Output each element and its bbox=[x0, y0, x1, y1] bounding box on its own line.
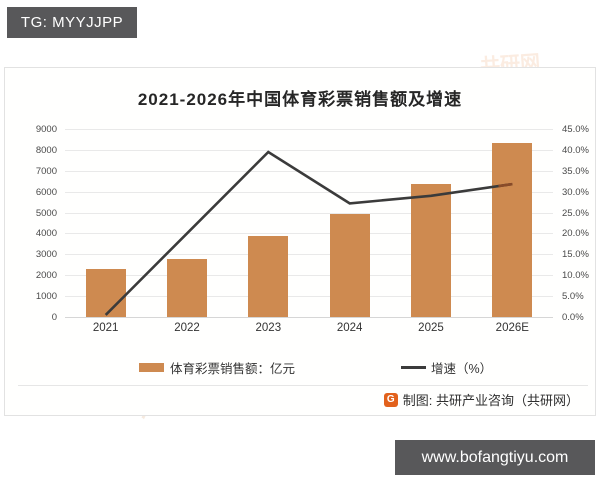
chart-panel: 2021-2026年中国体育彩票销售额及增速 9000 8000 7000 6000 5… bbox=[4, 67, 596, 416]
footer-separator bbox=[18, 385, 588, 386]
legend-bar-label: 体育彩票销售额：亿元 bbox=[170, 362, 296, 376]
credit-footer: G 制图: 共研产业咨询（共研网） bbox=[383, 390, 579, 409]
left-axis-tick: 6000 bbox=[35, 186, 57, 198]
left-axis-tick: 8000 bbox=[35, 144, 57, 156]
x-axis-label-2021: 2021 bbox=[92, 322, 119, 334]
gridline bbox=[65, 149, 553, 151]
bar-2023 bbox=[248, 236, 289, 317]
left-axis-tick: 5000 bbox=[35, 207, 57, 219]
x-axis-label-2022: 2022 bbox=[174, 322, 200, 334]
legend-line-label: 增速（%） bbox=[431, 362, 493, 376]
right-axis-tick: 35.0% bbox=[562, 165, 589, 177]
telegram-badge-text: TG: MYYJJPP bbox=[20, 14, 124, 31]
left-axis-tick: 2000 bbox=[35, 270, 57, 282]
website-badge: www.bofangtiyu.com bbox=[395, 440, 595, 475]
growth-line-tip bbox=[498, 182, 513, 188]
legend-line-swatch bbox=[401, 366, 426, 369]
left-axis-tick: 0 bbox=[51, 312, 57, 323]
x-axis-label-2025: 2025 bbox=[418, 322, 444, 334]
x-axis-line bbox=[65, 317, 553, 318]
credit-text: 制图: 共研产业咨询（共研网） bbox=[402, 393, 579, 408]
left-axis-tick: 9000 bbox=[35, 124, 57, 135]
left-axis-tick: 4000 bbox=[35, 228, 57, 240]
right-axis-tick: 5.0% bbox=[562, 291, 584, 303]
growth-line-path bbox=[104, 150, 513, 316]
right-axis-tick: 40.0% bbox=[562, 144, 589, 156]
gongyan-logo-icon: G bbox=[383, 392, 398, 407]
gridline bbox=[65, 275, 553, 277]
left-axis-tick: 3000 bbox=[35, 249, 57, 261]
growth-line bbox=[104, 150, 513, 316]
website-badge-text: www.bofangtiyu.com bbox=[421, 448, 569, 466]
x-axis-label-2023: 2023 bbox=[255, 322, 282, 334]
legend-bar-swatch bbox=[139, 363, 164, 372]
legend-bar-item: 体育彩票销售额：亿元 bbox=[139, 358, 295, 377]
gridline bbox=[65, 296, 553, 298]
right-axis-tick: 30.0% bbox=[562, 186, 589, 198]
chart-title: 2021-2026年中国体育彩票销售额及增速 bbox=[137, 90, 463, 109]
gridline bbox=[65, 233, 553, 235]
gridline bbox=[65, 170, 553, 172]
bar-2024 bbox=[329, 214, 370, 317]
right-axis-tick: 25.0% bbox=[562, 207, 589, 219]
bar-2021 bbox=[85, 268, 126, 317]
bar-2022 bbox=[167, 258, 207, 317]
gridline bbox=[65, 212, 553, 214]
right-axis-tick: 10.0% bbox=[562, 270, 589, 282]
right-axis-tick: 20.0% bbox=[562, 228, 589, 240]
gridline bbox=[65, 191, 553, 193]
gridline bbox=[65, 129, 553, 130]
x-axis-label-2026E: 2026E bbox=[495, 322, 529, 334]
left-axis: 9000 8000 7000 6000 5000 4000 3000 2000 1000 0 bbox=[5, 124, 57, 323]
right-axis: 45.0% 40.0% 35.0% 30.0% 25.0% 20.0% 15.0% 10.0%… bbox=[562, 124, 600, 323]
x-axis-label-2024: 2024 bbox=[336, 322, 363, 334]
gridline bbox=[65, 254, 553, 256]
x-axis-labels: 2021 2022 2023 2024 2025 2026E bbox=[65, 322, 553, 334]
right-axis-tick: 0.0% bbox=[562, 312, 584, 323]
legend-line-item: 增速（%） bbox=[401, 358, 492, 377]
right-axis-tick: 15.0% bbox=[562, 249, 589, 261]
bar-2025 bbox=[411, 184, 451, 317]
left-axis-tick: 1000 bbox=[35, 291, 57, 303]
telegram-badge: TG: MYYJJPP bbox=[7, 7, 137, 38]
right-axis-tick: 45.0% bbox=[562, 124, 589, 135]
bar-2026E bbox=[492, 143, 533, 317]
plot-area bbox=[65, 129, 553, 318]
left-axis-tick: 7000 bbox=[35, 165, 57, 177]
